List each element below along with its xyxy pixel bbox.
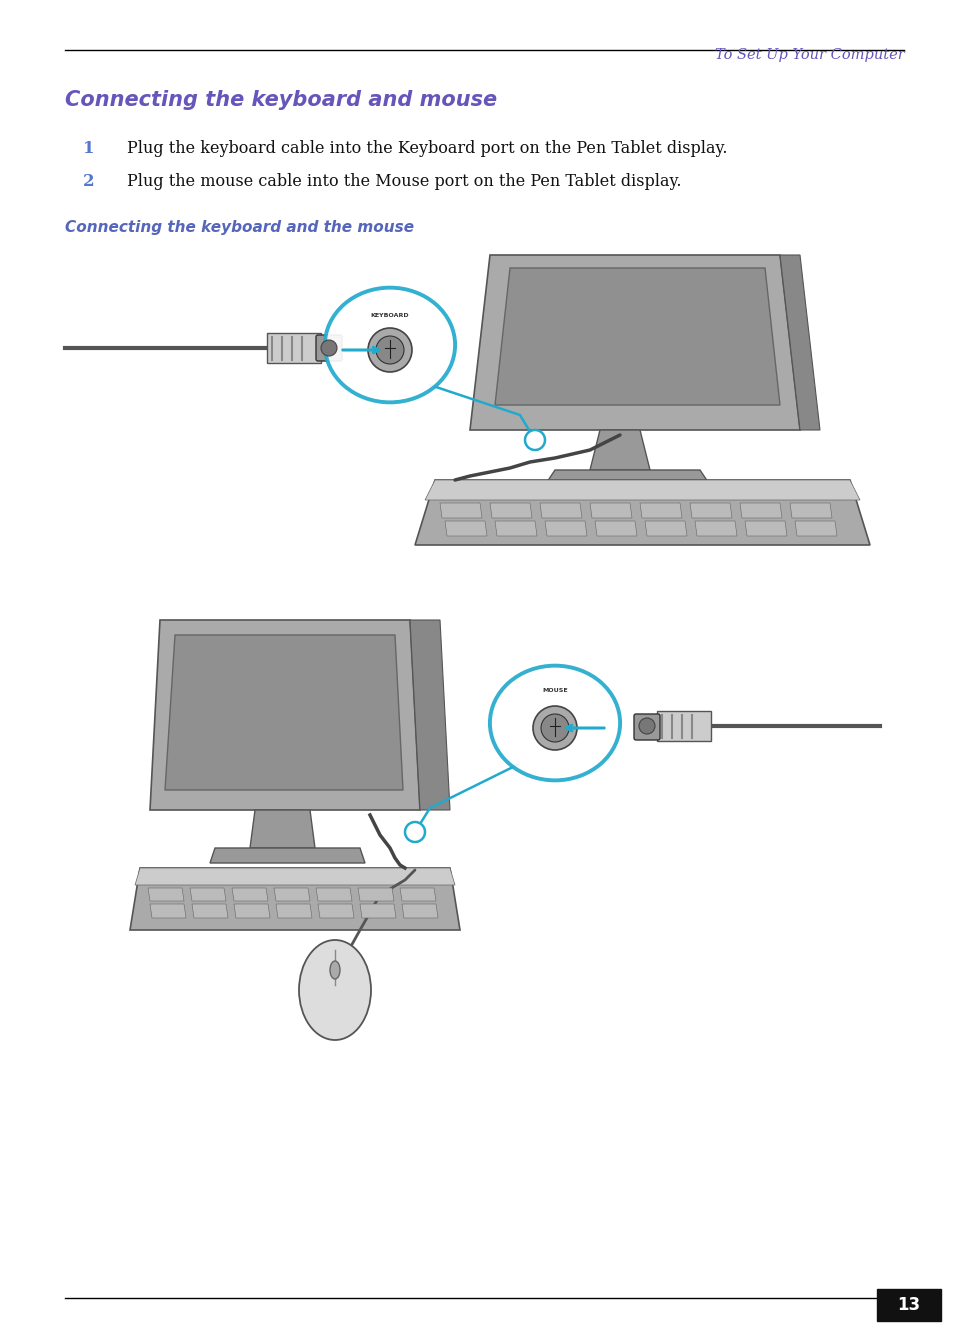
Polygon shape xyxy=(165,635,402,791)
Polygon shape xyxy=(744,521,786,536)
Polygon shape xyxy=(490,502,532,519)
Circle shape xyxy=(320,340,336,356)
Polygon shape xyxy=(150,620,419,809)
Polygon shape xyxy=(275,905,312,918)
Polygon shape xyxy=(135,868,455,884)
FancyBboxPatch shape xyxy=(657,712,710,741)
Polygon shape xyxy=(317,905,354,918)
Polygon shape xyxy=(589,502,631,519)
Circle shape xyxy=(375,336,403,364)
Polygon shape xyxy=(444,521,486,536)
Ellipse shape xyxy=(325,288,455,402)
Circle shape xyxy=(533,706,577,750)
Polygon shape xyxy=(794,521,836,536)
Polygon shape xyxy=(399,888,436,900)
Polygon shape xyxy=(539,502,581,519)
Text: 1: 1 xyxy=(83,139,94,157)
Circle shape xyxy=(368,328,412,373)
Polygon shape xyxy=(232,888,268,900)
Polygon shape xyxy=(315,888,352,900)
FancyBboxPatch shape xyxy=(267,334,320,363)
Ellipse shape xyxy=(298,939,371,1040)
Polygon shape xyxy=(192,905,228,918)
Polygon shape xyxy=(410,620,450,809)
Text: Plug the mouse cable into the Mouse port on the Pen Tablet display.: Plug the mouse cable into the Mouse port… xyxy=(127,173,680,190)
Ellipse shape xyxy=(330,961,339,980)
Polygon shape xyxy=(150,905,186,918)
Circle shape xyxy=(639,718,655,734)
Polygon shape xyxy=(740,502,781,519)
Polygon shape xyxy=(689,502,731,519)
Polygon shape xyxy=(424,480,859,500)
Text: 2: 2 xyxy=(83,173,94,190)
FancyBboxPatch shape xyxy=(876,1289,940,1321)
Polygon shape xyxy=(274,888,310,900)
Polygon shape xyxy=(789,502,831,519)
Text: Connecting the keyboard and the mouse: Connecting the keyboard and the mouse xyxy=(65,220,414,234)
FancyBboxPatch shape xyxy=(634,714,659,740)
Circle shape xyxy=(405,821,424,842)
Polygon shape xyxy=(415,480,869,545)
Polygon shape xyxy=(544,521,586,536)
Polygon shape xyxy=(439,502,481,519)
Polygon shape xyxy=(644,521,686,536)
Polygon shape xyxy=(780,255,820,430)
Text: MOUSE: MOUSE xyxy=(541,687,567,693)
Polygon shape xyxy=(210,848,365,863)
FancyBboxPatch shape xyxy=(315,335,341,360)
Polygon shape xyxy=(495,268,780,405)
Circle shape xyxy=(540,714,568,742)
Polygon shape xyxy=(595,521,637,536)
Polygon shape xyxy=(544,470,709,485)
Polygon shape xyxy=(357,888,394,900)
Text: KEYBOARD: KEYBOARD xyxy=(371,314,409,318)
Polygon shape xyxy=(639,502,681,519)
Polygon shape xyxy=(589,430,649,470)
Polygon shape xyxy=(233,905,270,918)
Polygon shape xyxy=(470,255,800,430)
Polygon shape xyxy=(130,868,459,930)
Circle shape xyxy=(524,430,544,450)
Polygon shape xyxy=(695,521,737,536)
Polygon shape xyxy=(148,888,184,900)
Polygon shape xyxy=(495,521,537,536)
Polygon shape xyxy=(250,809,314,848)
Polygon shape xyxy=(401,905,437,918)
Text: Connecting the keyboard and mouse: Connecting the keyboard and mouse xyxy=(65,90,497,110)
Polygon shape xyxy=(190,888,226,900)
Text: 13: 13 xyxy=(897,1296,920,1315)
Text: To Set Up Your Computer: To Set Up Your Computer xyxy=(714,48,903,62)
Polygon shape xyxy=(359,905,395,918)
Ellipse shape xyxy=(490,666,619,780)
Text: Plug the keyboard cable into the Keyboard port on the Pen Tablet display.: Plug the keyboard cable into the Keyboar… xyxy=(127,139,726,157)
